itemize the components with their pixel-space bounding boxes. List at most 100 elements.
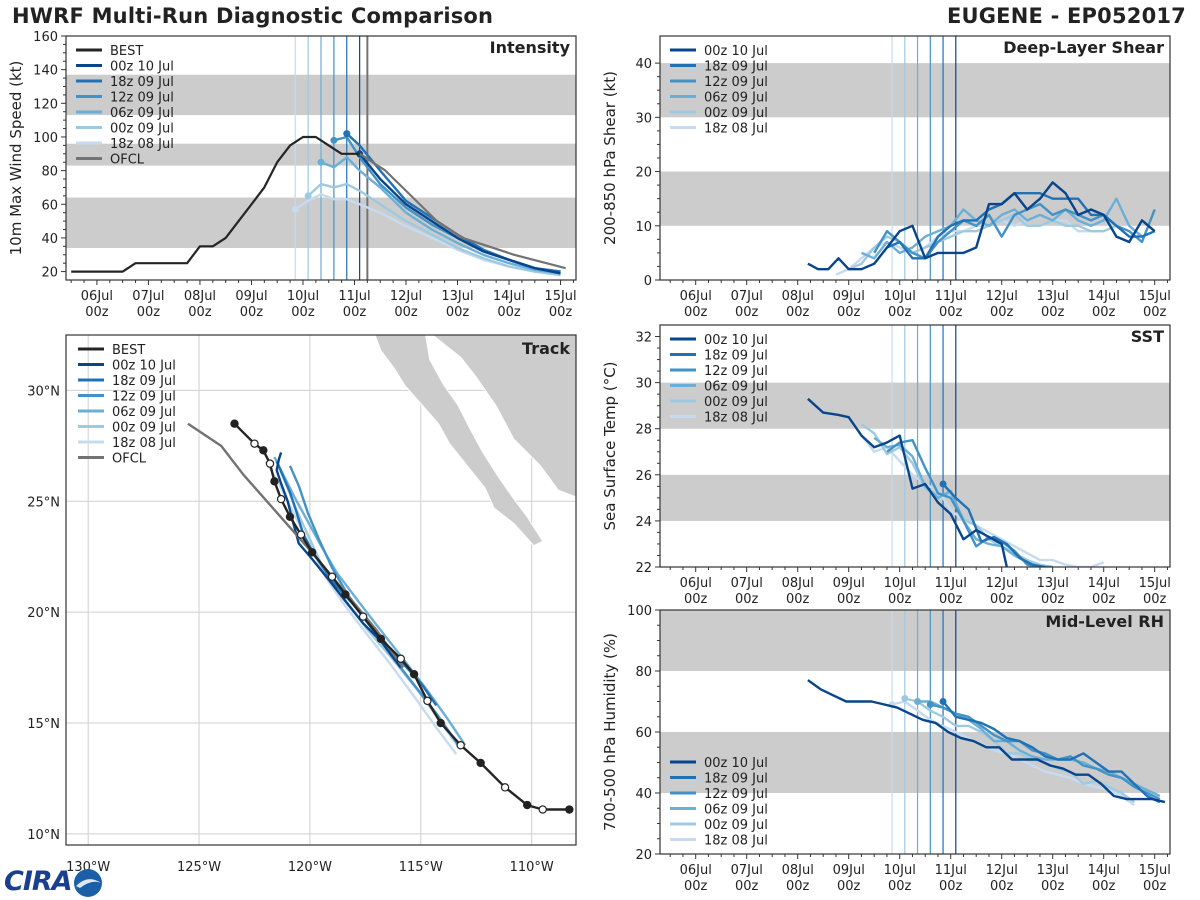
track-lon-label: 115°W [399, 860, 443, 875]
best-track-marker [523, 800, 532, 810]
rh-ylabel: 700-500 hPa Humidity (%) [601, 633, 619, 831]
rh-xtick-label: 09Jul [833, 863, 865, 878]
shear-xtick-label: 00z [684, 305, 708, 320]
sst-xtick-label: 00z [1143, 592, 1167, 607]
rh-series-12z-09-jul [930, 703, 1161, 801]
sst-plot-area [660, 325, 1170, 567]
shear-legend-label: 18z 08 Jul [704, 122, 768, 137]
shear-ytick-label: 10 [635, 220, 652, 235]
shear-xtick-label: 00z [1092, 305, 1116, 320]
sst-legend-label: 18z 08 Jul [704, 411, 768, 426]
sst-legend-label: 00z 09 Jul [704, 395, 768, 410]
shear-xtick-label: 15Jul [1139, 289, 1171, 304]
track-legend-label: 12z 09 Jul [112, 390, 176, 405]
best-track-marker [230, 419, 239, 428]
best-track-marker [409, 670, 419, 679]
sst-legend-label: 12z 09 Jul [704, 364, 768, 379]
intensity-init-marker [317, 158, 325, 166]
shear-xtick-label: 11Jul [935, 289, 967, 304]
intensity-plot-area [66, 36, 576, 280]
shear-ytick-label: 0 [644, 274, 652, 289]
best-track-marker [423, 696, 432, 706]
rh-xtick-label: 00z [786, 879, 810, 894]
rh-xtick-label: 12Jul [986, 863, 1018, 878]
track-lat-label: 15°N [27, 717, 60, 732]
baja-california-landmass [374, 335, 544, 547]
intensity-xtick-label: 00z [188, 305, 212, 320]
rh-band [660, 610, 1170, 671]
best-track-marker [396, 654, 406, 663]
shear-xtick-label: 00z [990, 305, 1014, 320]
intensity-xtick-label: 06Jul [81, 289, 113, 304]
best-track-marker [500, 783, 510, 792]
rh-ytick-label: 20 [635, 848, 652, 863]
intensity-xtick-label: 14Jul [493, 289, 525, 304]
shear-xtick-label: 00z [1143, 305, 1167, 320]
track-title: Track [522, 339, 570, 358]
track-lat-label: 10°N [27, 828, 60, 843]
intensity-init-marker [291, 205, 299, 213]
intensity-title: Intensity [490, 38, 571, 57]
track-lon-label: 130°W [66, 860, 110, 875]
figure-title: HWRF Multi-Run Diagnostic Comparison [12, 4, 494, 28]
shear-legend-label: 18z 09 Jul [704, 60, 768, 75]
shear-ytick-label: 30 [635, 111, 652, 126]
rh-init-marker [914, 698, 922, 705]
shear-ylabel: 200-850 hPa Shear (kt) [601, 71, 619, 245]
chart-shear: 01020304006Jul00z07Jul00z08Jul00z09Jul00… [601, 35, 1171, 320]
best-track-marker [285, 512, 295, 522]
intensity-xtick-label: 00z [394, 305, 418, 320]
sst-frame [659, 324, 1171, 568]
rh-ytick-label: 40 [635, 787, 652, 802]
intensity-ytick-label: 20 [41, 266, 58, 281]
chart-intensity: 2040608010012014016006Jul00z07Jul00z08Ju… [7, 30, 577, 320]
rh-legend-label: 12z 09 Jul [704, 787, 768, 802]
intensity-legend-label: 18z 08 Jul [110, 137, 174, 152]
intensity-series-ofcl [358, 152, 566, 270]
sst-ytick-label: 22 [635, 561, 652, 576]
rh-xtick-label: 00z [1092, 879, 1116, 894]
intensity-ylabel: 10m Max Wind Speed (kt) [7, 61, 25, 256]
shear-xtick-label: 10Jul [884, 289, 916, 304]
rh-xtick-label: 00z [837, 879, 861, 894]
intensity-xtick-label: 00z [446, 305, 470, 320]
intensity-ytick-label: 60 [41, 198, 58, 213]
shear-series-18z-08-jul [835, 213, 1104, 276]
sst-xtick-label: 07Jul [731, 576, 763, 591]
intensity-xtick-label: 09Jul [235, 289, 267, 304]
intensity-xtick-label: 00z [291, 305, 315, 320]
shear-xtick-label: 00z [939, 305, 963, 320]
intensity-xtick-label: 00z [549, 305, 573, 320]
intensity-legend-label: 00z 09 Jul [110, 122, 174, 137]
sst-xtick-label: 11Jul [935, 576, 967, 591]
intensity-ytick-label: 40 [41, 232, 58, 247]
rh-xtick-label: 00z [939, 879, 963, 894]
track-lon-label: 120°W [288, 860, 332, 875]
shear-series-18z-09-jul [886, 191, 1156, 260]
intensity-init-marker [343, 130, 351, 138]
rh-plot-area [660, 610, 1170, 854]
rh-xtick-label: 11Jul [935, 863, 967, 878]
track-frame [65, 334, 577, 846]
rh-xtick-label: 10Jul [884, 863, 916, 878]
intensity-ytick-label: 100 [33, 131, 58, 146]
rh-xtick-label: 07Jul [731, 863, 763, 878]
sst-xtick-label: 00z [939, 592, 963, 607]
shear-legend-label: 00z 10 Jul [704, 44, 768, 59]
track-series-ofcl [187, 422, 404, 669]
intensity-legend-label: OFCL [110, 153, 145, 168]
sst-init-marker [939, 480, 947, 488]
best-track-marker [265, 459, 275, 468]
cira-wordmark: CIRA [4, 866, 73, 897]
intensity-legend-label: BEST [110, 44, 143, 59]
rh-xtick-label: 00z [888, 879, 912, 894]
track-series-18z-09-jul [275, 460, 438, 706]
chart-track: 10°N 15°N 20°N 25°N 30°N 130°W 125°W 120°W 115°W… [27, 334, 577, 875]
shear-ytick-label: 40 [635, 57, 652, 72]
shear-band [660, 63, 1170, 118]
best-track-marker [270, 477, 279, 486]
intensity-legend-label: 06z 09 Jul [110, 106, 174, 121]
track-legend-label: 00z 10 Jul [112, 359, 176, 374]
shear-xtick-label: 00z [786, 305, 810, 320]
shear-legend-label: 00z 09 Jul [704, 106, 768, 121]
